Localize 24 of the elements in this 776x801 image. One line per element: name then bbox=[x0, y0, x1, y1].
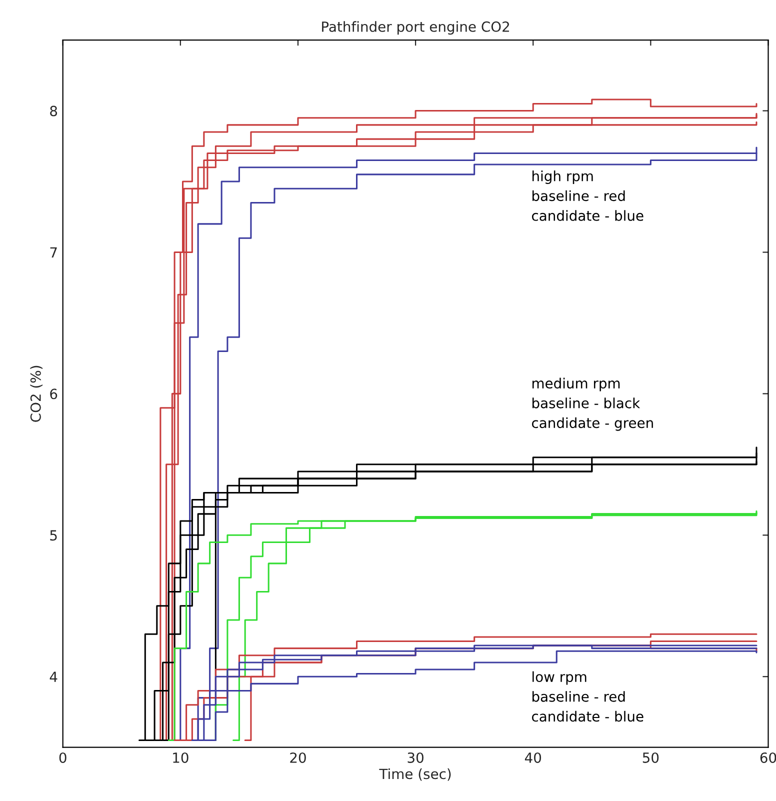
annotation: high rpm bbox=[532, 170, 593, 184]
y-tick-label: 5 bbox=[50, 530, 57, 541]
x-tick-label: 40 bbox=[524, 752, 542, 763]
y-tick-label: 7 bbox=[50, 247, 57, 258]
annotation: candidate - green bbox=[532, 417, 653, 431]
annotation: low rpm bbox=[532, 671, 586, 685]
y-tick-label: 8 bbox=[50, 106, 58, 116]
annotation: medium rpm bbox=[532, 378, 620, 392]
x-tick-label: 60 bbox=[760, 752, 776, 763]
x-tick-label: 0 bbox=[59, 752, 66, 763]
y-tick-label: 4 bbox=[50, 672, 58, 682]
y-tick-label: 6 bbox=[50, 388, 58, 400]
x-tick-label: 30 bbox=[408, 752, 424, 763]
annotation: baseline - red bbox=[532, 691, 625, 702]
x-tick-label: 20 bbox=[290, 752, 306, 763]
x-tick-label: 10 bbox=[173, 752, 188, 763]
x-axis-title: Time (sec) bbox=[379, 768, 451, 781]
annotation: candidate - blue bbox=[532, 210, 644, 221]
annotation: baseline - red bbox=[532, 190, 625, 202]
x-tick-label: 50 bbox=[642, 752, 659, 763]
annotation: candidate - blue bbox=[532, 710, 644, 722]
y-axis-title: CO2 (%) bbox=[30, 366, 43, 422]
chart-title: Pathfinder port engine CO2 bbox=[322, 21, 509, 35]
annotation: baseline - black bbox=[532, 398, 640, 408]
